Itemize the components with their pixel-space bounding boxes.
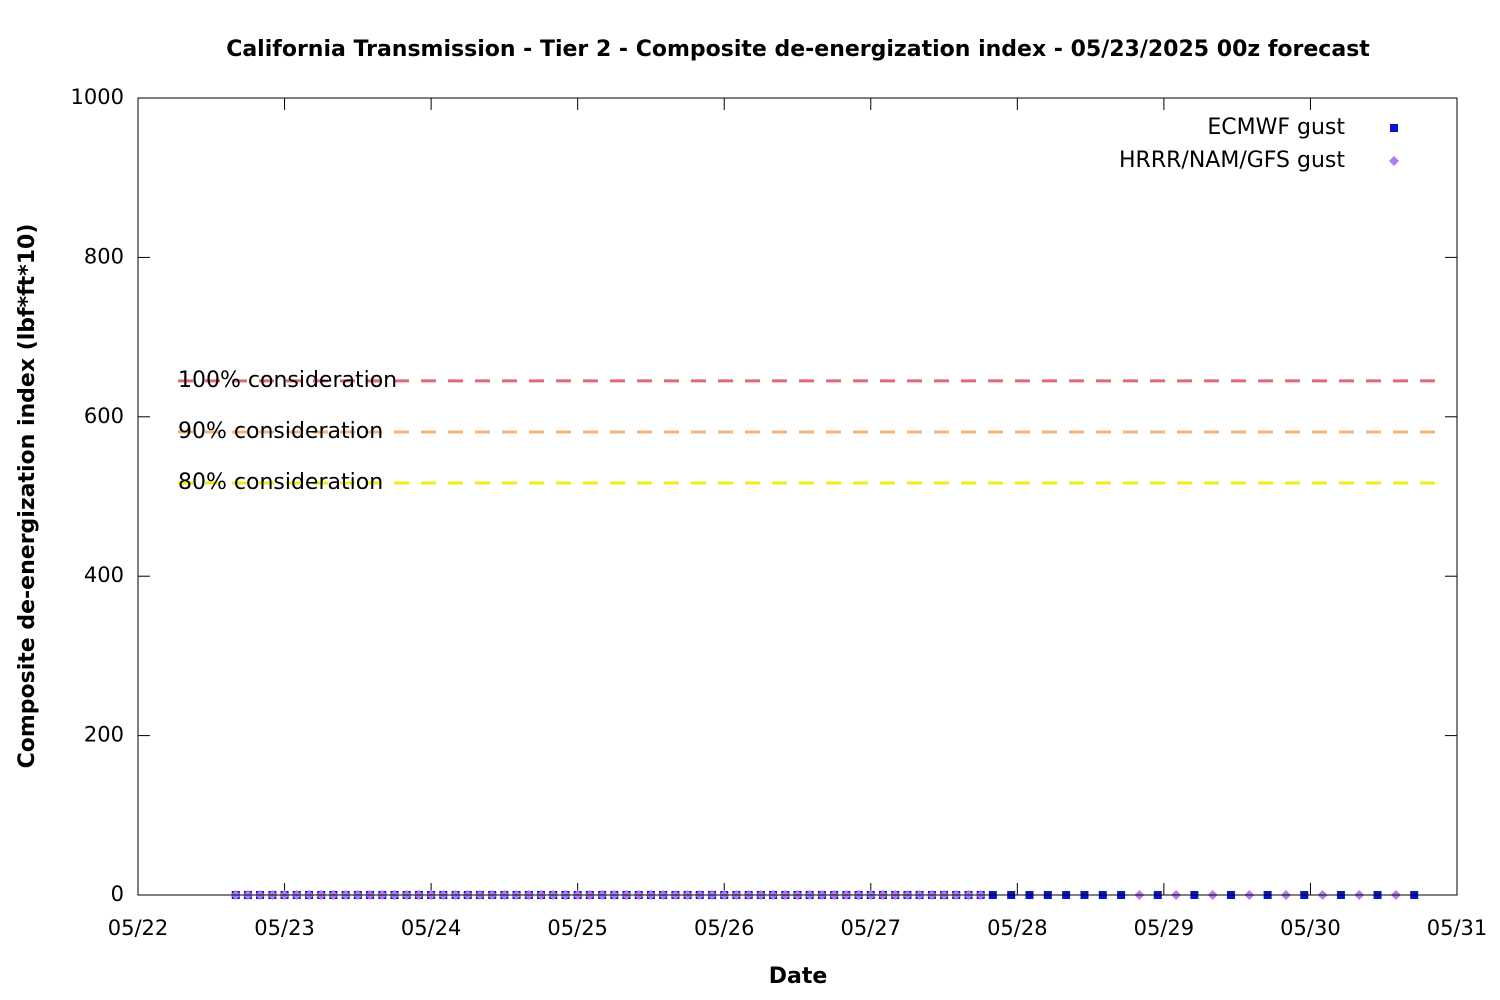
x-tick-label: 05/23 [254, 916, 315, 940]
legend-label: HRRR/NAM/GFS gust [1119, 148, 1345, 173]
x-tick-label: 05/22 [108, 916, 169, 940]
plot-frame [137, 97, 1458, 896]
y-tick-label: 600 [84, 404, 124, 428]
reference-label: 90% consideration [178, 419, 383, 444]
x-tick-label: 05/24 [401, 916, 462, 940]
x-tick-label: 05/29 [1134, 916, 1195, 940]
x-tick-label: 05/31 [1427, 916, 1488, 940]
y-axis-label: Composite de-energization index (lbf*ft*… [15, 224, 40, 769]
x-axis-label: Date [769, 964, 828, 989]
legend-marker [1390, 124, 1398, 132]
x-tick-label: 05/25 [547, 916, 608, 940]
reference-label: 100% consideration [178, 368, 397, 393]
chart-title: California Transmission - Tier 2 - Compo… [226, 37, 1370, 62]
x-tick-label: 05/26 [694, 916, 755, 940]
y-tick-label: 200 [84, 723, 124, 747]
legend-marker [1389, 156, 1399, 166]
reference-label: 80% consideration [178, 470, 383, 495]
y-tick-label: 800 [84, 244, 124, 268]
y-tick-label: 400 [84, 563, 124, 587]
y-tick-label: 1000 [71, 85, 124, 109]
legend-label: ECMWF gust [1207, 115, 1345, 140]
x-tick-label: 05/28 [987, 916, 1048, 940]
x-tick-label: 05/30 [1280, 916, 1341, 940]
y-tick-label: 0 [111, 882, 124, 906]
x-tick-label: 05/27 [841, 916, 902, 940]
